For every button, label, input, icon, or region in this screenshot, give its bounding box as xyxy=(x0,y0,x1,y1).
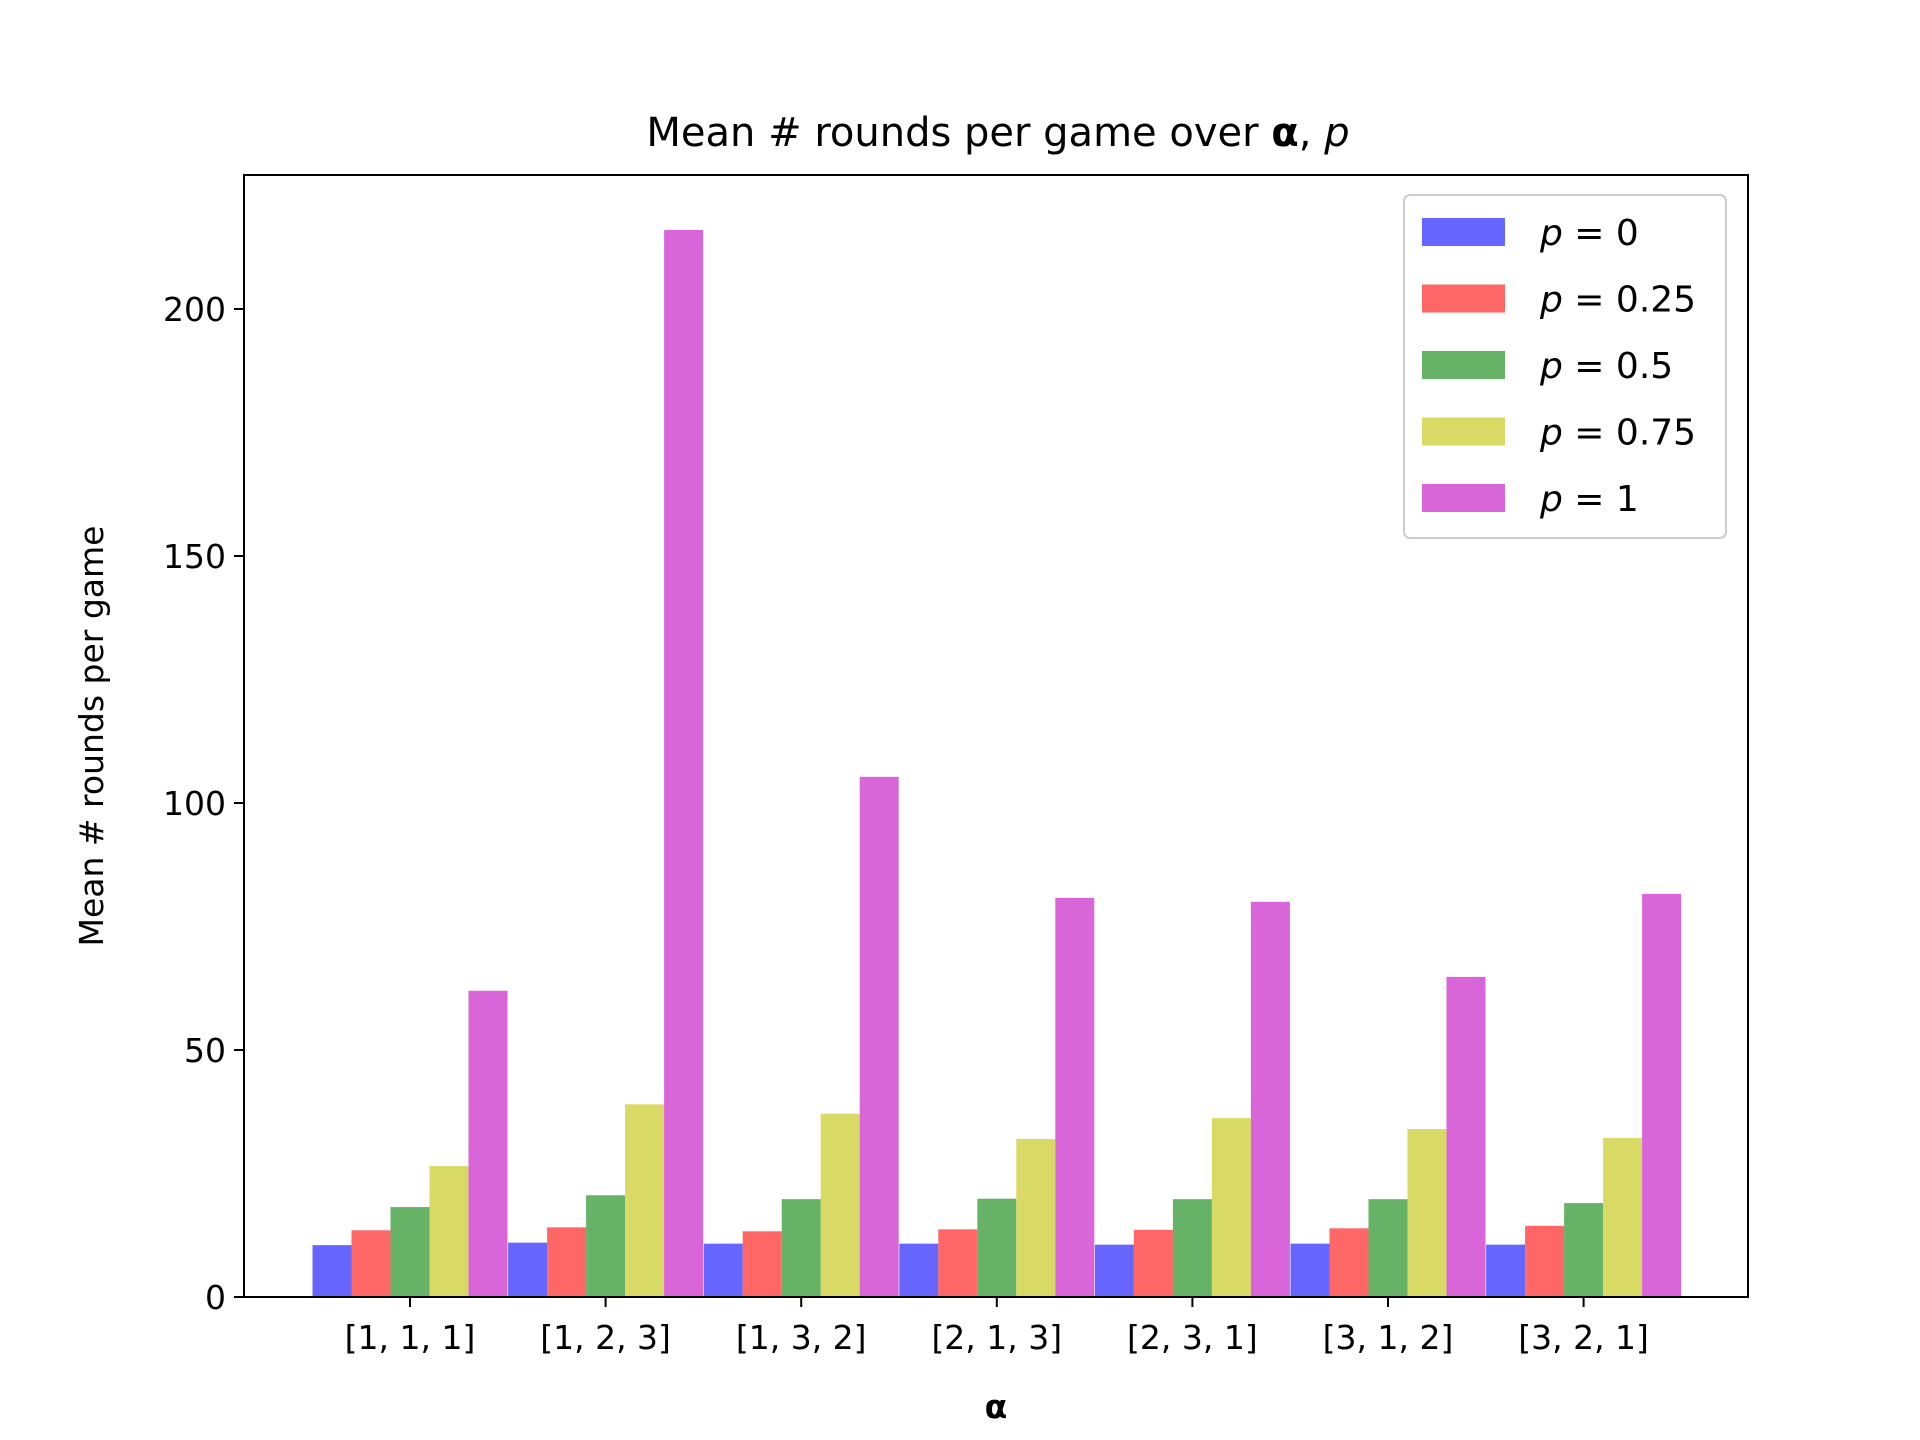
legend-label: p = 0.5 xyxy=(1539,346,1673,387)
bar-213-series-4 xyxy=(1055,897,1095,1297)
y-tick-label: 50 xyxy=(184,1031,226,1070)
bar-111-series-4 xyxy=(468,990,508,1297)
bar-312-series-0 xyxy=(1290,1243,1330,1297)
bar-321-series-2 xyxy=(1564,1203,1604,1297)
legend-swatch xyxy=(1422,484,1505,512)
bar-231-series-1 xyxy=(1133,1229,1173,1297)
bar-123-series-2 xyxy=(586,1195,626,1297)
x-tick-label: [1, 2, 3] xyxy=(540,1318,671,1357)
bar-231-series-0 xyxy=(1094,1244,1134,1297)
bar-321-series-4 xyxy=(1642,893,1682,1297)
legend-swatch xyxy=(1422,351,1505,379)
y-tick-label: 150 xyxy=(163,537,226,576)
legend-frame xyxy=(1403,194,1727,539)
bar-321-series-3 xyxy=(1603,1137,1643,1297)
bar-321-series-1 xyxy=(1525,1225,1565,1297)
legend-swatch xyxy=(1422,218,1505,246)
bar-123-series-0 xyxy=(508,1242,548,1297)
bar-312-series-2 xyxy=(1368,1199,1408,1297)
legend-swatch xyxy=(1422,417,1505,446)
x-tick-label: [1, 3, 2] xyxy=(736,1318,867,1357)
bar-123-series-1 xyxy=(547,1227,587,1297)
plot-frame xyxy=(243,174,1749,1298)
bar-312-series-1 xyxy=(1329,1228,1369,1297)
legend-label: p = 0.75 xyxy=(1539,413,1696,454)
legend: p = 0 p = 0.25 p = 0.5 p = 0.75 p = 1 xyxy=(1403,194,1727,539)
chart-title-sep: , xyxy=(1299,110,1324,156)
x-tick-label: [3, 2, 1] xyxy=(1518,1318,1649,1357)
bar-213-series-3 xyxy=(1016,1138,1056,1297)
bar-231-series-3 xyxy=(1211,1118,1251,1297)
y-tick-label: 200 xyxy=(163,290,226,329)
bar-111-series-3 xyxy=(429,1166,469,1297)
y-tick-label: 100 xyxy=(163,784,226,823)
legend-label: p = 0.25 xyxy=(1539,280,1696,321)
svg-text:Mean # rounds per game over α,: Mean # rounds per game over α, p xyxy=(646,110,1349,156)
legend-items: p = 0 p = 0.25 p = 0.5 p = 0.75 p = 1 xyxy=(1422,213,1696,520)
y-axis-ticks: 0 50 100 150 200 xyxy=(163,290,244,1317)
chart-title-bold: α xyxy=(1271,110,1298,156)
chart-title: Mean # rounds per game over α, p xyxy=(646,110,1349,156)
bar-132-series-3 xyxy=(820,1113,860,1297)
bar-111-series-0 xyxy=(312,1245,352,1297)
bar-321-series-0 xyxy=(1486,1244,1526,1297)
bar-312-series-3 xyxy=(1407,1129,1447,1297)
bar-123-series-3 xyxy=(625,1104,665,1297)
bar-132-series-1 xyxy=(742,1231,782,1297)
chart-title-main: Mean # rounds per game over xyxy=(646,110,1271,156)
bar-312-series-4 xyxy=(1446,976,1486,1297)
legend-label: p = 1 xyxy=(1539,479,1639,520)
bar-111-series-1 xyxy=(351,1230,391,1297)
x-axis-label: α xyxy=(985,1387,1008,1426)
bar-213-series-1 xyxy=(938,1229,978,1297)
bar-132-series-2 xyxy=(781,1199,821,1297)
x-tick-label: [1, 1, 1] xyxy=(345,1318,476,1357)
y-tick-label: 0 xyxy=(205,1278,226,1317)
chart-title-italic: p xyxy=(1323,110,1349,156)
legend-swatch xyxy=(1422,284,1505,313)
bar-111-series-2 xyxy=(390,1207,430,1297)
bar-132-series-0 xyxy=(703,1243,743,1297)
bar-123-series-4 xyxy=(664,229,704,1298)
bars-group xyxy=(312,229,1682,1298)
bar-132-series-4 xyxy=(859,776,899,1297)
bar-231-series-2 xyxy=(1172,1199,1212,1297)
x-tick-label: [2, 3, 1] xyxy=(1127,1318,1258,1357)
legend-label: p = 0 xyxy=(1539,213,1639,254)
y-axis-label: Mean # rounds per game xyxy=(72,526,111,947)
bar-213-series-0 xyxy=(899,1243,939,1297)
x-axis-ticks: [1, 1, 1] [1, 2, 3] [1, 3, 2] [2, 1, 3] [2, … xyxy=(345,1297,1649,1357)
bar-213-series-2 xyxy=(977,1198,1017,1297)
x-tick-label: [2, 1, 3] xyxy=(931,1318,1062,1357)
bar-231-series-4 xyxy=(1250,901,1290,1297)
x-tick-label: [3, 1, 2] xyxy=(1323,1318,1454,1357)
